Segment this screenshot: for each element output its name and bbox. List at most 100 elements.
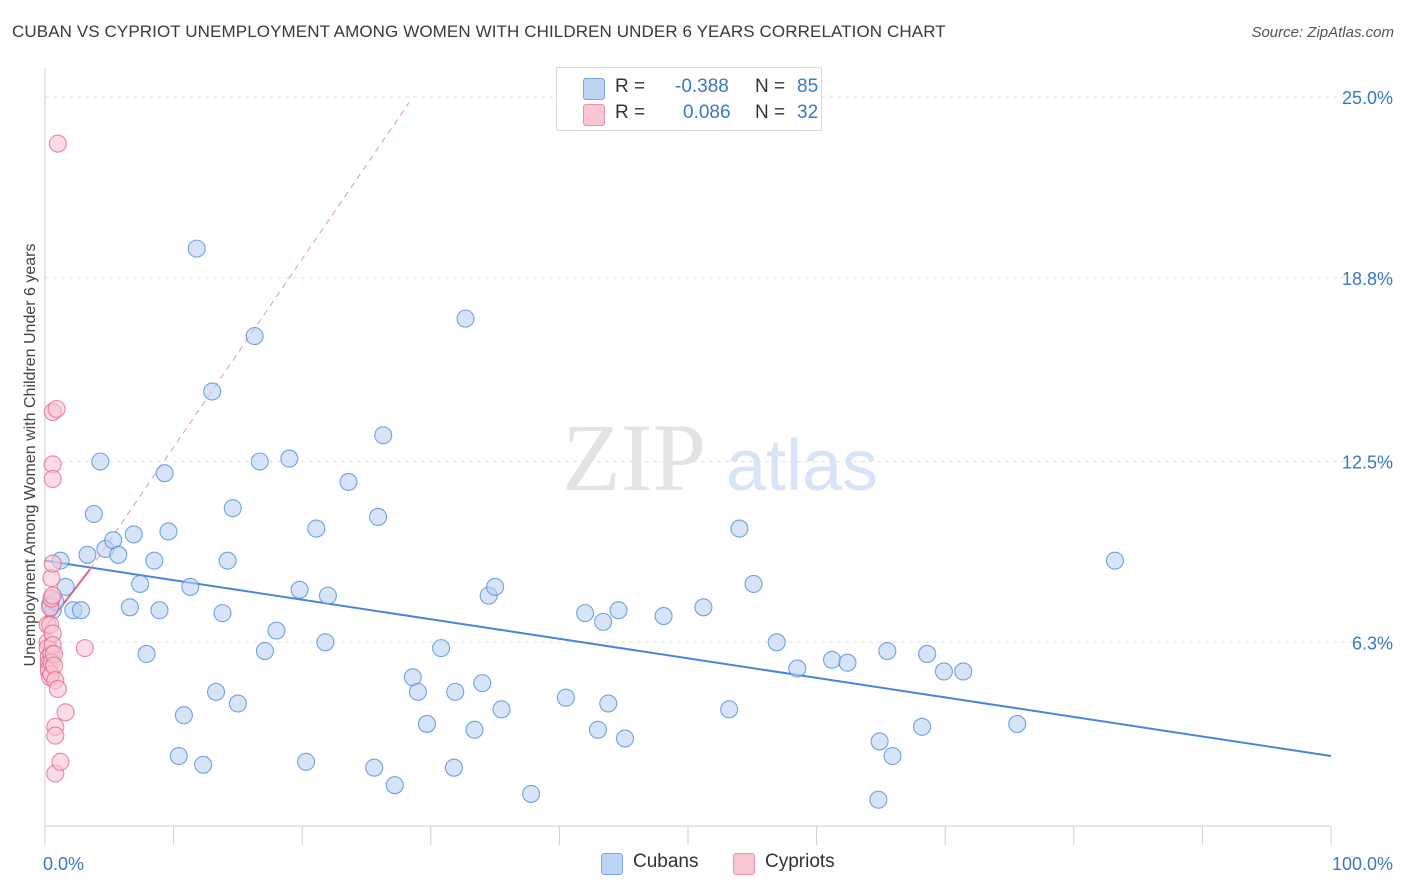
point-cubans [417, 714, 436, 733]
point-cubans [316, 633, 335, 652]
legend-n-label: N = [755, 76, 786, 97]
y-tick-label: 12.5% [1342, 453, 1393, 473]
point-cubans [155, 464, 174, 483]
point-cubans [250, 452, 269, 471]
watermark-atlas: atlas [726, 426, 878, 506]
bottom-legend-swatch-cypriots [733, 853, 755, 875]
x-tick-label: 100.0% [1332, 854, 1393, 874]
point-cubans [694, 598, 713, 617]
point-cubans [432, 639, 451, 658]
watermark: ZIP atlas [562, 404, 878, 511]
point-cubans [369, 507, 388, 526]
point-cubans [267, 621, 286, 640]
point-cubans [788, 659, 807, 678]
point-cubans [767, 633, 786, 652]
point-cubans [218, 551, 237, 570]
point-cypriots [56, 703, 75, 722]
legend-swatch-cubans [583, 78, 605, 100]
legend-r-value: -0.388 [675, 76, 729, 97]
point-cubans [456, 309, 475, 328]
point-cubans [223, 499, 242, 518]
legend-r-value: 0.086 [683, 102, 731, 123]
point-cubans [878, 641, 897, 661]
point-cubans [145, 551, 164, 570]
point-cubans [159, 522, 178, 541]
bottom-legend-label-cypriots: Cypriots [765, 851, 835, 872]
point-cypriots [75, 639, 94, 658]
point-cypriots [46, 726, 65, 745]
legend-n-value: 85 [797, 76, 819, 97]
point-cubans [84, 504, 103, 524]
bottom-legend-swatch-cubans [601, 853, 623, 875]
y-tick-label: 6.3% [1352, 633, 1393, 653]
tick-labels: 6.3% 12.5% 18.8% 25.0% 0.0% 100.0% [43, 88, 1393, 874]
point-cubans [1105, 551, 1125, 570]
point-cypriots [48, 134, 67, 153]
point-cubans [245, 327, 264, 346]
point-cubans [91, 452, 110, 471]
point-cubans [290, 580, 309, 599]
point-cubans [870, 732, 889, 751]
y-axis-label: Unemployment Among Women with Children U… [22, 243, 39, 667]
legend-n-value: 32 [797, 102, 819, 123]
point-cubans [522, 784, 541, 803]
point-cubans [594, 612, 613, 631]
point-cubans [869, 790, 888, 809]
point-cubans [599, 694, 618, 713]
point-cubans [934, 662, 953, 681]
point-cubans [203, 382, 222, 401]
y-tick-label: 18.8% [1342, 269, 1393, 289]
point-cubans [576, 604, 595, 623]
point-cubans [374, 426, 393, 445]
watermark-zip: ZIP [562, 404, 706, 511]
point-cypriots [43, 554, 62, 573]
data-points [38, 134, 1125, 809]
legend-n-label: N = [755, 102, 786, 123]
point-cubans [131, 574, 150, 594]
point-cubans [280, 449, 299, 468]
point-cubans [187, 239, 206, 258]
point-cubans [194, 755, 213, 774]
point-cubans [174, 706, 193, 725]
source-label: Source: ZipAtlas.com [1251, 24, 1394, 41]
y-tick-label: 25.0% [1342, 88, 1393, 108]
chart-title: CUBAN VS CYPRIOT UNEMPLOYMENT AMONG WOME… [12, 22, 946, 41]
axes [44, 68, 1332, 845]
x-tick-label: 0.0% [43, 854, 84, 874]
point-cubans [954, 662, 973, 681]
legend-r-label: R = [615, 102, 646, 123]
point-cubans [365, 758, 384, 777]
legend-swatch-cypriots [583, 104, 605, 126]
point-cubans [109, 545, 128, 564]
correlation-legend: R = -0.388 N = 85 R = 0.086 N = 32 [556, 67, 822, 131]
point-cubans [339, 472, 358, 491]
point-cubans [465, 720, 484, 739]
point-cubans [150, 601, 169, 620]
point-cubans [473, 674, 492, 693]
point-cubans [56, 577, 75, 596]
point-cypriots [47, 399, 66, 419]
point-cubans [492, 700, 511, 719]
point-cubans [730, 519, 749, 538]
point-cubans [307, 519, 326, 538]
point-cypriots [48, 679, 67, 698]
point-cubans [838, 653, 857, 672]
point-cubans [137, 644, 156, 664]
point-cubans [255, 641, 274, 661]
point-cubans [78, 545, 97, 564]
point-cubans [615, 729, 635, 748]
point-cubans [588, 720, 608, 739]
point-cubans [654, 606, 673, 626]
point-cubans [556, 688, 575, 707]
point-cubans [444, 758, 463, 777]
point-cubans [228, 694, 247, 713]
point-cubans [297, 752, 316, 771]
point-cubans [744, 574, 763, 594]
point-cubans [385, 776, 404, 795]
point-cubans [720, 700, 739, 719]
gridlines [45, 96, 1392, 643]
trendline-cubans [44, 559, 1332, 758]
legend-r-label: R = [615, 76, 646, 97]
point-cubans [609, 601, 628, 620]
